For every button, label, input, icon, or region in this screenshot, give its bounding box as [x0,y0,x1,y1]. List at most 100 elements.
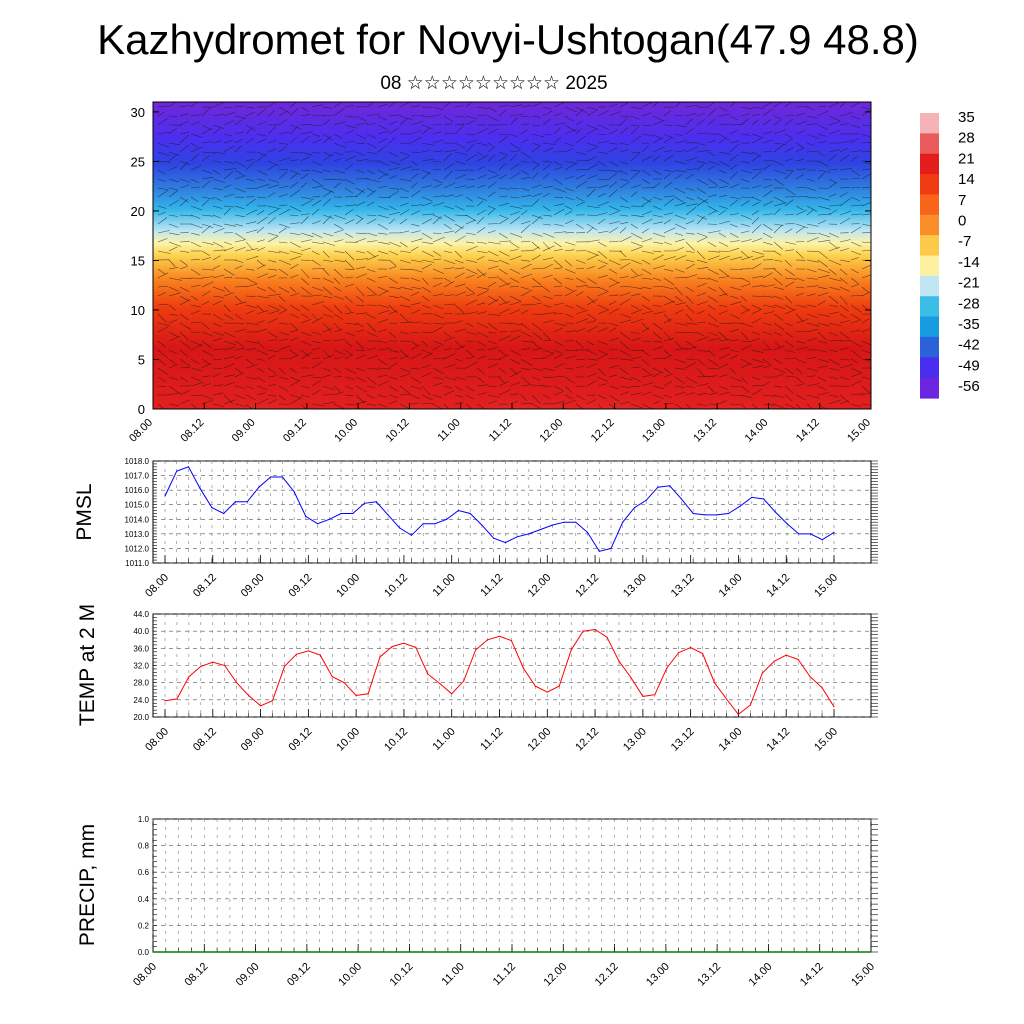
wind-vector [432,403,443,409]
wind-vector [421,304,431,309]
wind-vector [641,178,650,184]
wind-vector [498,187,510,190]
wind-vector [509,393,519,396]
wind-vector [773,250,782,256]
wind-vector [674,150,687,153]
wind-vector [454,151,468,156]
wind-vector [597,193,606,198]
wind-vector [641,228,649,234]
y-tick-label: 0.8 [138,842,150,851]
wind-vector [586,372,597,378]
wind-vector [586,128,597,135]
wind-vector [641,112,652,117]
wind-vector [322,106,333,109]
wind-vector [234,372,244,378]
wind-vector [641,102,654,108]
wind-vector [630,223,638,229]
wind-vector [597,184,609,189]
wind-vector [289,337,298,342]
wind-vector [454,376,466,380]
wind-vector [256,328,268,333]
wind-vector [322,385,335,390]
wind-vector [388,400,398,405]
wind-vector [542,286,550,292]
wind-vector [432,293,444,297]
wind-vector [850,204,863,207]
wind-vector [476,272,487,279]
wind-vector [718,304,728,308]
wind-vector [641,340,652,342]
wind-vector [542,147,554,153]
wind-vector [388,151,398,158]
x-tick-label: 12.12 [593,961,621,989]
wind-vector [399,268,412,270]
wind-vector [619,118,627,126]
y-tick-label: 10 [131,303,145,318]
wind-vector [421,127,431,135]
wind-vector [696,383,710,387]
wind-vector [564,249,575,252]
wind-vector [564,176,574,180]
wind-vector [641,327,650,333]
pmsl-point [809,533,812,535]
wind-vector [333,349,346,356]
pmsl-point [704,514,706,516]
wind-vector [652,400,661,405]
wind-vector [388,205,397,211]
wind-vector [718,220,730,225]
wind-vector [311,178,322,186]
precip-point [203,951,205,953]
wind-vector [729,171,738,180]
wind-vector [355,201,366,207]
wind-vector [630,241,644,247]
wind-vector [377,173,388,180]
wind-vector [377,241,390,245]
wind-vector [520,129,528,135]
wind-vector [311,403,325,407]
wind-vector [443,230,455,234]
wind-vector [487,128,499,135]
wind-vector [652,346,664,351]
wind-vector [388,376,398,380]
wind-vector [300,232,314,238]
wind-vector [245,277,257,284]
wind-vector [234,223,243,227]
wind-vector [212,255,221,261]
wind-vector [564,160,578,164]
wind-vector [322,322,332,333]
wind-vector [641,403,654,409]
wind-vector [190,344,203,351]
wind-vector [619,227,627,234]
wind-vector [421,202,433,207]
wind-vector [454,160,466,165]
wind-vector [806,268,817,273]
temp-2m-point [821,687,823,689]
wind-vector [300,216,309,225]
wind-vector [366,102,375,108]
wind-vector [828,232,839,238]
wind-vector [850,304,862,313]
wind-vector [784,187,796,196]
wind-vector [751,106,765,109]
wind-vector [366,250,376,258]
wind-vector [597,394,607,400]
wind-vector [784,147,794,153]
wind-vector [817,140,827,144]
wind-vector [850,115,861,120]
precip-point [460,951,462,953]
wind-vector [520,309,529,315]
temp-2m-point [283,665,286,668]
wind-vector [157,230,170,234]
wind-vector [553,340,564,347]
wind-vector [344,283,355,288]
wind-vector [828,241,839,250]
wind-vector [421,295,430,302]
wind-vector [454,402,464,405]
wind-vector [740,295,747,302]
temp-2m-point [785,654,787,656]
wind-vector [476,128,489,135]
wind-vector [542,164,551,171]
wind-vector [784,295,792,304]
wind-vector [608,300,617,306]
wind-vector [300,173,309,180]
